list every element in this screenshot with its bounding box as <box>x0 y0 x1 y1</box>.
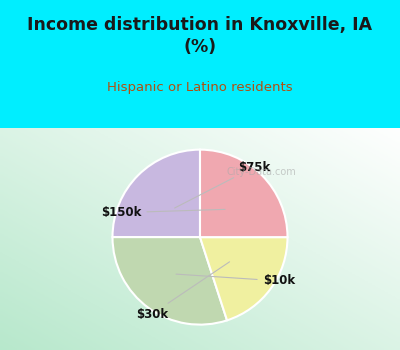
Text: Hispanic or Latino residents: Hispanic or Latino residents <box>107 80 293 93</box>
Text: City-Data.com: City-Data.com <box>226 167 296 177</box>
Text: $75k: $75k <box>175 161 270 208</box>
Wedge shape <box>200 237 288 320</box>
Wedge shape <box>112 237 227 324</box>
Text: $30k: $30k <box>136 262 230 321</box>
Text: $150k: $150k <box>101 206 225 219</box>
Text: Income distribution in Knoxville, IA
(%): Income distribution in Knoxville, IA (%) <box>28 16 372 56</box>
Text: $10k: $10k <box>176 274 295 287</box>
Wedge shape <box>200 150 288 237</box>
Wedge shape <box>112 150 200 237</box>
